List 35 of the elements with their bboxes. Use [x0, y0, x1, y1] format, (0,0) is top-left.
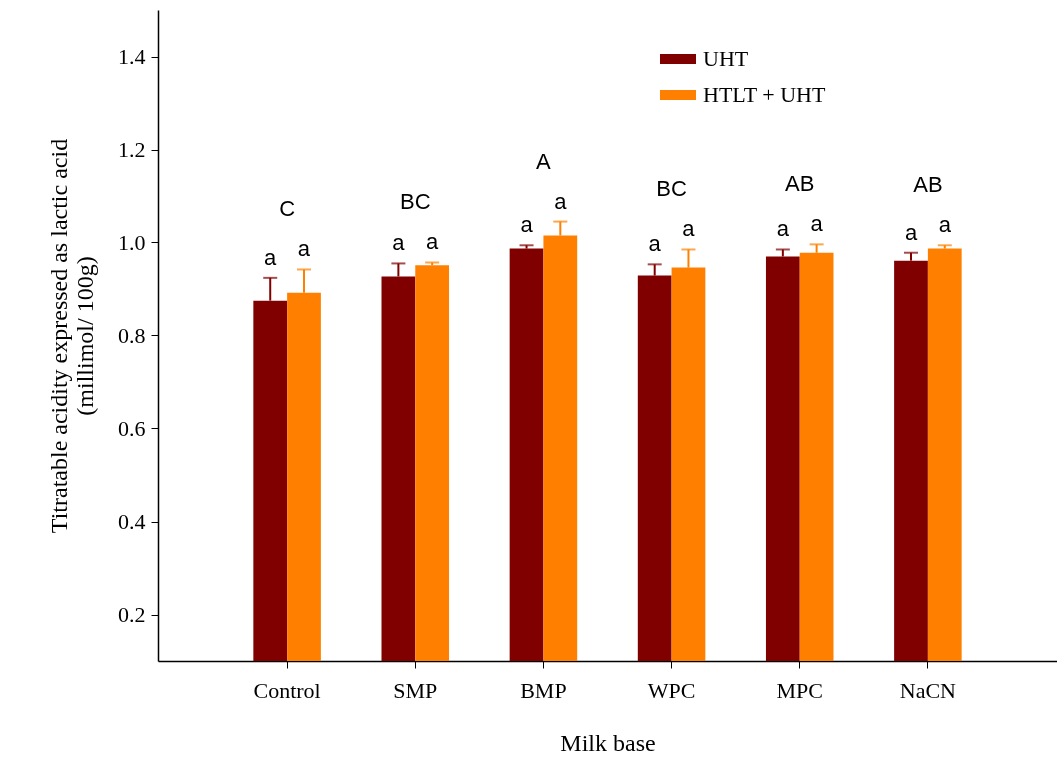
- data-label: a: [520, 212, 534, 238]
- data-label: a: [297, 236, 311, 262]
- x-tick-label: NaCN: [899, 677, 957, 703]
- annotation: A: [536, 148, 552, 174]
- annotation: BC: [399, 189, 431, 215]
- data-label: a: [904, 219, 918, 245]
- y-tick-label: 0.6: [118, 416, 146, 441]
- x-axis-title: Milk base: [560, 729, 656, 756]
- annotation: AB: [913, 172, 943, 198]
- data-label: a: [810, 211, 824, 237]
- x-tick-label: BMP: [520, 677, 567, 703]
- data-label: a: [426, 229, 440, 255]
- y-tick-label: 0.2: [118, 602, 146, 627]
- data-label: a: [392, 230, 406, 256]
- data-label: a: [264, 244, 278, 270]
- legend-label: UHT: [703, 46, 749, 71]
- y-tick-label: 0.4: [118, 509, 146, 534]
- x-tick-label: SMP: [393, 677, 438, 703]
- x-tick-label: Control: [253, 677, 321, 703]
- y-tick-label: 1.2: [118, 137, 146, 162]
- annotation: C: [279, 196, 296, 222]
- y-axis-title: Titratable acidity expressed as lactic acid (millimol/ 100g): [46, 138, 98, 534]
- y-tick-label: 0.8: [118, 323, 146, 348]
- annotation: BC: [656, 176, 687, 202]
- data-label: a: [938, 212, 952, 238]
- data-label: a: [554, 188, 568, 214]
- annotation: AB: [785, 171, 815, 197]
- x-tick-label: WPC: [647, 677, 696, 703]
- data-label: a: [776, 216, 790, 242]
- y-tick-label: 1.4: [118, 44, 146, 69]
- data-label: a: [648, 231, 662, 257]
- legend-label: HTLT + UHT: [703, 82, 826, 107]
- y-tick-label: 1.0: [118, 230, 146, 255]
- data-label: a: [682, 216, 696, 242]
- x-tick-label: MPC: [776, 677, 823, 703]
